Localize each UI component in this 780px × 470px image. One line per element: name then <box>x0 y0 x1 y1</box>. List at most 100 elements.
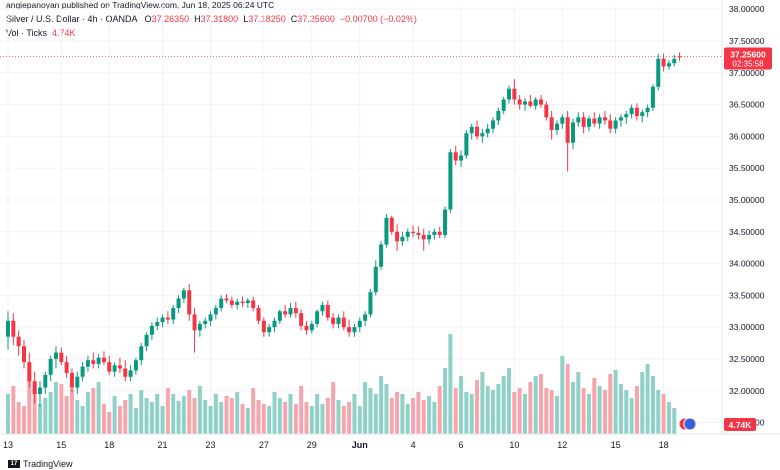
volume-bar <box>570 382 575 434</box>
candle-body <box>459 155 464 161</box>
close-value: 37.25600 <box>297 14 335 24</box>
price-badge-value: 37.25600 <box>730 49 766 59</box>
volume-bar <box>608 374 613 434</box>
time-tick-label: 23 <box>206 440 216 450</box>
volume-bar <box>539 374 543 434</box>
volume-bar <box>101 404 106 434</box>
volume-bar <box>331 382 336 434</box>
volume-bar <box>448 334 453 434</box>
volume-bar <box>640 372 645 434</box>
symbol-title[interactable]: Silver / U.S. Dollar · 4h · OANDA <box>6 14 138 24</box>
tradingview-brand[interactable]: 17 TradingView <box>8 459 73 469</box>
candle-body <box>549 117 554 131</box>
candle-body <box>517 99 522 105</box>
candle-body <box>464 133 469 156</box>
candle-body <box>666 63 671 67</box>
candle-body <box>618 117 623 121</box>
candle-body <box>533 99 538 106</box>
volume-bar <box>666 402 671 434</box>
volume-bar <box>267 406 272 434</box>
volume-bar <box>661 394 666 434</box>
candle-body <box>32 381 37 394</box>
volume-bar <box>336 400 341 434</box>
volume-bar <box>576 372 581 434</box>
volume-bar <box>523 394 528 434</box>
candle-body <box>80 366 85 377</box>
candle-body <box>592 118 597 124</box>
time-tick-label: 6 <box>459 440 464 450</box>
candle-body <box>352 327 357 333</box>
candle-body <box>139 346 144 361</box>
time-tick-label: 29 <box>307 440 317 450</box>
volume-bar <box>96 382 101 434</box>
volume-bar <box>341 406 346 434</box>
volume-bar <box>6 394 10 434</box>
candle-body <box>645 107 650 113</box>
price-badge-countdown: 02:35:58 <box>732 59 764 68</box>
volume-bar <box>245 408 250 434</box>
candle-body <box>586 118 591 127</box>
candle-body <box>48 358 53 375</box>
volume-bar <box>144 398 149 434</box>
volume-bar <box>549 390 554 434</box>
volume-bar <box>656 390 661 434</box>
volume-bar <box>491 390 496 434</box>
candle-body <box>208 314 213 321</box>
candle-body <box>69 372 74 388</box>
time-tick-label: 12 <box>557 440 567 450</box>
price-tick-label: 36.50000 <box>729 100 765 110</box>
candle-body <box>672 58 677 64</box>
volume-bar <box>85 392 90 434</box>
volume-bar <box>554 396 559 434</box>
volume-bar <box>400 394 405 434</box>
candle-body <box>528 101 533 106</box>
candle-body <box>112 365 117 372</box>
candle-body <box>251 300 256 309</box>
volume-bar <box>165 388 170 434</box>
candle-body <box>437 231 442 235</box>
low-value: 37.18250 <box>248 14 286 24</box>
price-tick-label: 36.00000 <box>729 131 765 141</box>
candle-body <box>256 308 261 321</box>
volume-bar <box>496 384 501 434</box>
volume-bar <box>613 370 618 434</box>
volume-bar <box>64 396 69 434</box>
candle-body <box>107 362 112 372</box>
candle-body <box>96 357 101 365</box>
high-label: H <box>194 14 201 24</box>
candle-body <box>677 56 682 58</box>
candle-body <box>304 325 309 331</box>
volume-bar <box>645 364 650 434</box>
volume-bar <box>475 380 480 434</box>
volume-bar <box>197 386 202 434</box>
candle-body <box>245 300 250 303</box>
candle-body <box>602 117 607 121</box>
candle-body <box>539 99 543 105</box>
volume-bar <box>501 376 506 434</box>
volume-bar <box>672 408 677 434</box>
candle-body <box>379 244 384 267</box>
candle-body <box>405 231 410 237</box>
volume-bar <box>560 356 565 434</box>
volume-label[interactable]: Vol · Ticks <box>6 28 48 38</box>
candle-body <box>576 117 581 123</box>
volume-bar <box>485 386 490 434</box>
candle-body <box>37 387 42 394</box>
volume-bar <box>379 376 384 434</box>
volume-bar <box>240 404 245 434</box>
volume-bar <box>304 402 309 434</box>
candle-body <box>544 104 549 118</box>
volume-bar <box>203 400 208 434</box>
volume-bar <box>293 404 298 434</box>
candle-body <box>432 231 437 235</box>
volume-bar <box>453 388 458 434</box>
candlesticks <box>6 52 682 407</box>
ohlc-legend: Silver / U.S. Dollar · 4h · OANDA O37.26… <box>6 14 417 24</box>
candle-body <box>325 304 330 318</box>
candle-body <box>277 311 282 321</box>
volume-bar <box>91 388 96 434</box>
candle-body <box>421 234 426 240</box>
time-tick-label: 27 <box>259 440 269 450</box>
price-axis: 38.00000 37.50000 37.00000 36.50000 36.00000… <box>721 0 765 434</box>
